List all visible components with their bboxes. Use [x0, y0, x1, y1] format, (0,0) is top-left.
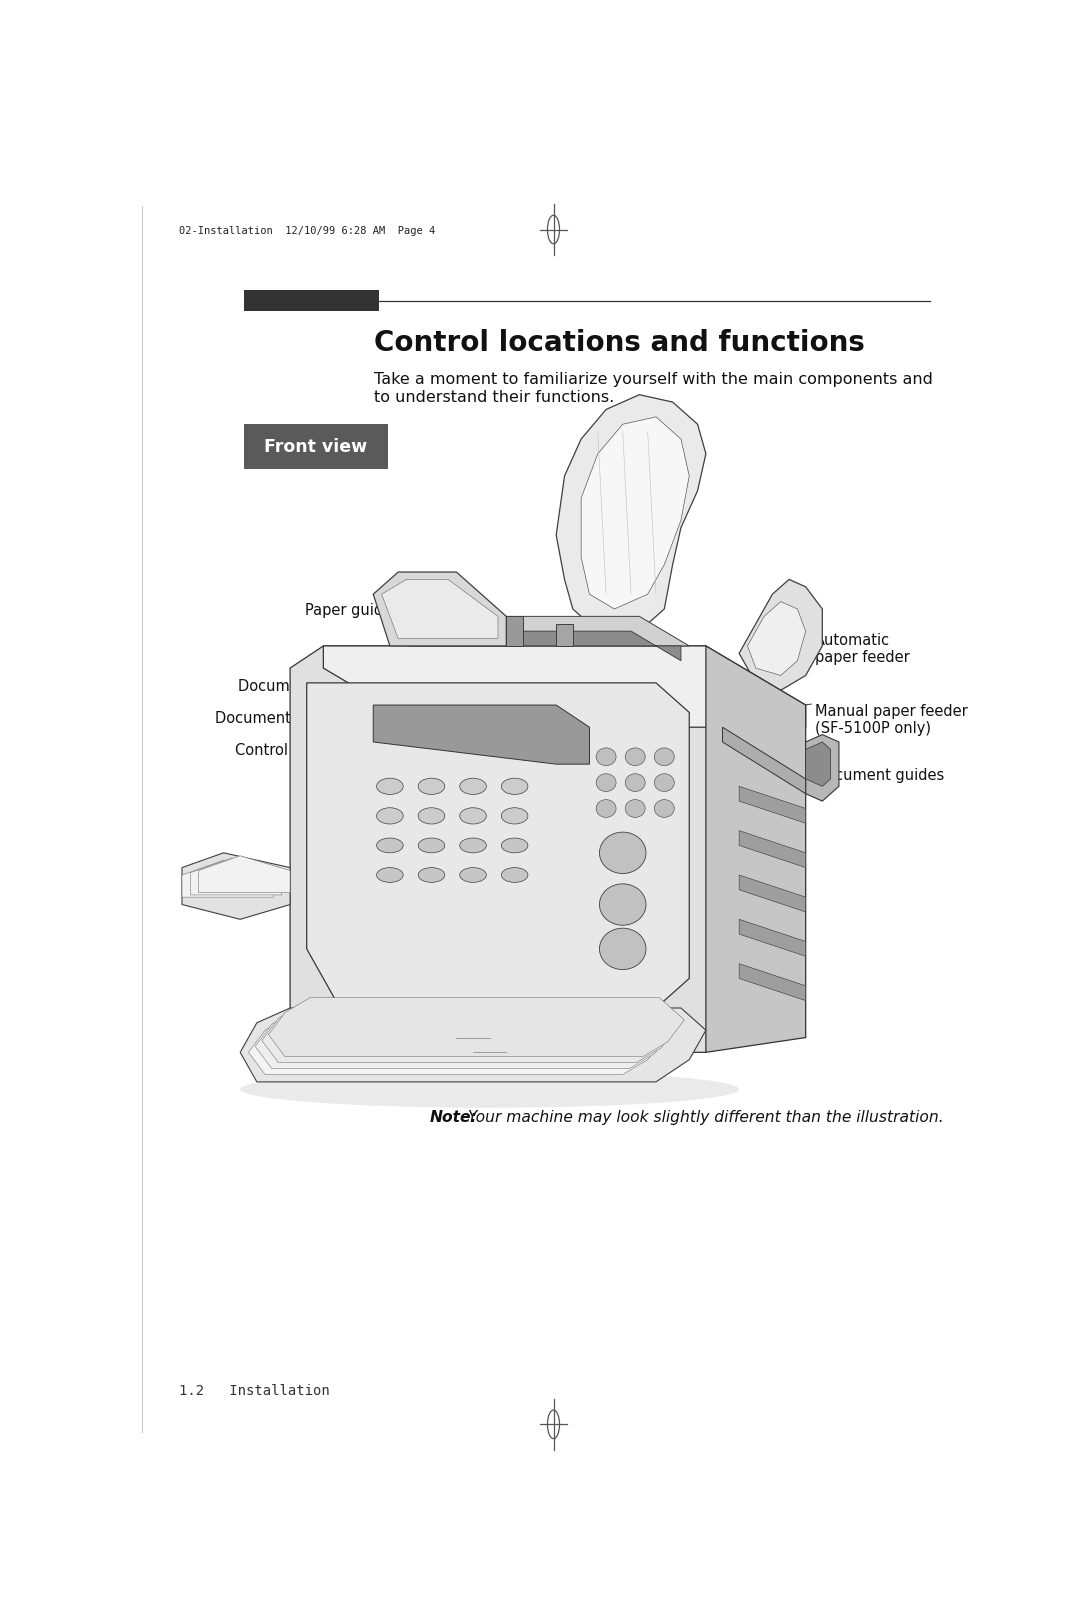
Polygon shape	[739, 920, 806, 956]
Text: Control panel: Control panel	[235, 742, 334, 756]
Polygon shape	[406, 617, 689, 646]
Ellipse shape	[501, 839, 528, 854]
Circle shape	[625, 774, 645, 792]
Text: Front view: Front view	[265, 438, 367, 456]
Text: Document tray: Document tray	[239, 678, 349, 693]
Ellipse shape	[460, 779, 486, 795]
Text: Document guides: Document guides	[814, 768, 944, 782]
Polygon shape	[723, 727, 806, 794]
Text: Document feeder: Document feeder	[215, 711, 342, 725]
Polygon shape	[181, 860, 273, 898]
Text: 1.2   Installation: 1.2 Installation	[178, 1383, 329, 1397]
Polygon shape	[240, 1008, 706, 1083]
Polygon shape	[181, 854, 291, 920]
Ellipse shape	[240, 1071, 739, 1109]
Ellipse shape	[501, 779, 528, 795]
Polygon shape	[248, 1016, 664, 1074]
Circle shape	[654, 800, 674, 818]
Polygon shape	[374, 573, 507, 646]
Polygon shape	[307, 683, 689, 1008]
Bar	[244, 425, 388, 469]
Ellipse shape	[460, 839, 486, 854]
Circle shape	[596, 800, 616, 818]
Ellipse shape	[460, 868, 486, 883]
Text: Automatic
paper feeder: Automatic paper feeder	[814, 633, 909, 664]
Polygon shape	[415, 631, 681, 661]
Ellipse shape	[418, 779, 445, 795]
Polygon shape	[556, 396, 706, 639]
Polygon shape	[806, 735, 839, 802]
Circle shape	[596, 774, 616, 792]
Polygon shape	[291, 646, 739, 1053]
Text: Paper exit tray: Paper exit tray	[419, 1034, 526, 1050]
Circle shape	[625, 800, 645, 818]
Ellipse shape	[377, 868, 403, 883]
Polygon shape	[739, 875, 806, 912]
Polygon shape	[739, 831, 806, 868]
Polygon shape	[806, 743, 831, 787]
Polygon shape	[255, 1010, 671, 1070]
Polygon shape	[381, 579, 498, 639]
Ellipse shape	[501, 808, 528, 824]
Ellipse shape	[501, 868, 528, 883]
Polygon shape	[739, 964, 806, 1001]
Polygon shape	[739, 579, 822, 691]
Circle shape	[654, 774, 674, 792]
Circle shape	[625, 748, 645, 766]
Text: Document
exit tray: Document exit tray	[210, 873, 285, 906]
Ellipse shape	[377, 808, 403, 824]
Circle shape	[654, 748, 674, 766]
Polygon shape	[747, 602, 806, 677]
Circle shape	[599, 885, 646, 925]
Text: Note:: Note:	[430, 1110, 477, 1125]
Polygon shape	[190, 859, 282, 896]
Ellipse shape	[418, 839, 445, 854]
Text: Take a moment to familiarize yourself with the main components and: Take a moment to familiarize yourself wi…	[374, 372, 932, 388]
Ellipse shape	[377, 839, 403, 854]
Text: to understand their functions.: to understand their functions.	[374, 390, 613, 404]
Polygon shape	[581, 417, 689, 610]
Polygon shape	[374, 706, 590, 764]
Polygon shape	[556, 625, 572, 646]
Polygon shape	[261, 1005, 677, 1063]
Ellipse shape	[377, 779, 403, 795]
Ellipse shape	[418, 808, 445, 824]
Polygon shape	[706, 646, 806, 1053]
Ellipse shape	[460, 808, 486, 824]
Bar	[244, 291, 379, 312]
Polygon shape	[323, 646, 806, 727]
Circle shape	[596, 748, 616, 766]
Text: Manual paper feeder
(SF-5100P only): Manual paper feeder (SF-5100P only)	[814, 703, 968, 735]
Polygon shape	[739, 787, 806, 824]
Text: Paper guides: Paper guides	[306, 602, 401, 617]
Text: 02-Installation  12/10/99 6:28 AM  Page 4: 02-Installation 12/10/99 6:28 AM Page 4	[178, 226, 435, 235]
Polygon shape	[507, 617, 523, 646]
Polygon shape	[269, 998, 685, 1057]
Circle shape	[599, 928, 646, 971]
Polygon shape	[199, 857, 291, 893]
Text: Control locations and functions: Control locations and functions	[374, 328, 864, 357]
Text: Your machine may look slightly different than the illustration.: Your machine may look slightly different…	[463, 1110, 944, 1125]
Circle shape	[599, 833, 646, 873]
Text: Paper tray: Paper tray	[572, 508, 648, 523]
Ellipse shape	[418, 868, 445, 883]
